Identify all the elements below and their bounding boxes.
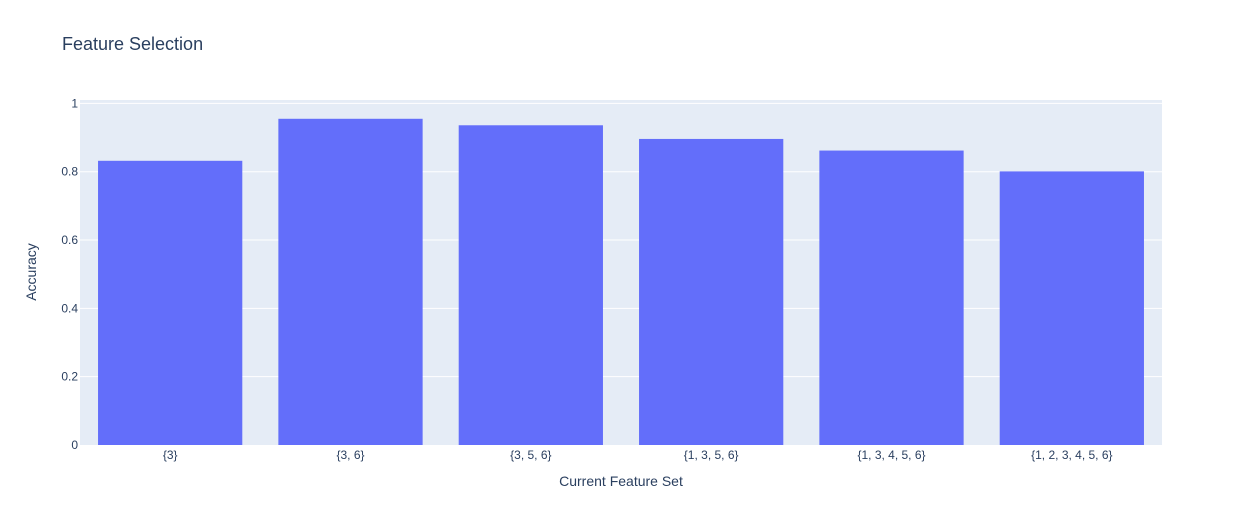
y-tick-label: 0.6 <box>61 233 78 247</box>
x-tick-label: {3, 6} <box>336 448 364 462</box>
y-tick-label: 1 <box>71 96 78 110</box>
bar[interactable] <box>819 150 964 446</box>
x-tick-label: {1, 3, 5, 6} <box>684 448 739 462</box>
bar[interactable] <box>639 138 784 445</box>
y-tick-label: 0.4 <box>61 301 78 315</box>
bar[interactable] <box>999 171 1144 445</box>
bar[interactable] <box>98 160 243 445</box>
y-axis-ticks: 0 0.2 0.4 0.6 0.8 1 <box>61 96 78 452</box>
x-axis-title: Current Feature Set <box>559 473 683 489</box>
x-tick-label: {3, 5, 6} <box>510 448 551 462</box>
plot-area-background <box>80 100 1162 445</box>
y-tick-label: 0.8 <box>61 165 78 179</box>
x-tick-label: {1, 2, 3, 4, 5, 6} <box>1031 448 1112 462</box>
x-axis-ticks: {3} {3, 6} {3, 5, 6} {1, 3, 5, 6} {1, 3, 4, … <box>163 448 1113 462</box>
bars <box>98 118 1144 446</box>
gridlines <box>80 102 1162 378</box>
y-axis-title: Accuracy <box>23 243 39 301</box>
y-tick-label: 0.2 <box>61 370 78 384</box>
bar[interactable] <box>278 118 423 445</box>
y-tick-label: 0 <box>71 438 78 452</box>
x-tick-label: {1, 3, 4, 5, 6} <box>857 448 925 462</box>
x-tick-label: {3} <box>163 448 178 462</box>
chart-title: Feature Selection <box>62 34 203 54</box>
bar[interactable] <box>458 125 603 446</box>
